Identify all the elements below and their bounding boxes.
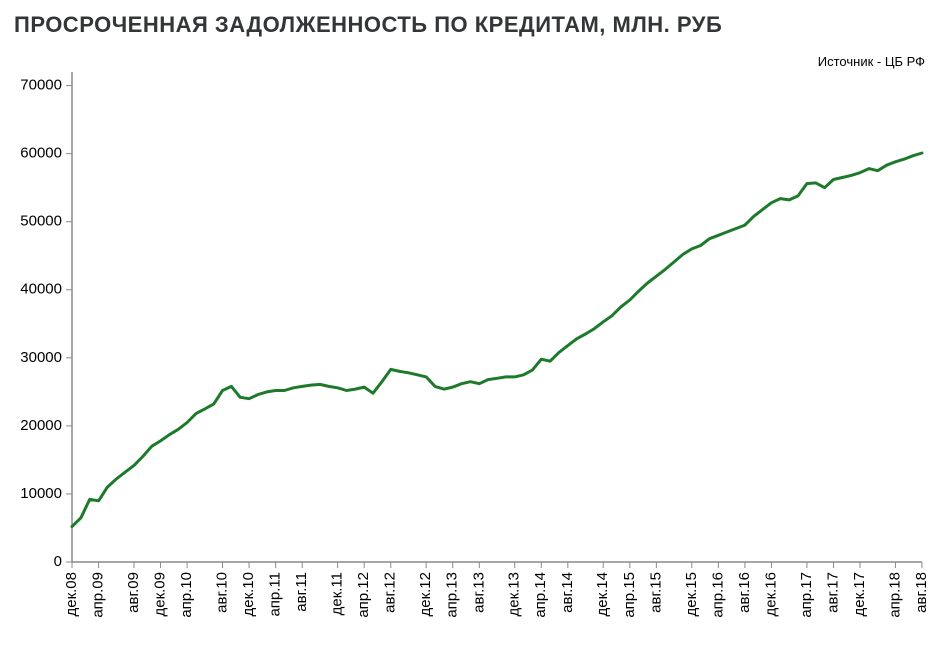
x-tick-label: дек.09 bbox=[152, 572, 169, 617]
line-chart: 0 10000 20000 30000 40000 50000 60000 70000 дек.… bbox=[0, 0, 939, 654]
x-tick-label: авг.09 bbox=[125, 572, 142, 613]
y-tick-label: 60000 bbox=[20, 145, 62, 162]
x-tick-label: апр.15 bbox=[621, 572, 638, 618]
x-tick-label: апр.16 bbox=[709, 572, 726, 618]
x-tick-label: апр.10 bbox=[178, 572, 195, 618]
x-tick-label: авг.18 bbox=[913, 572, 930, 613]
y-tick-label: 30000 bbox=[20, 349, 62, 366]
x-tick-label: апр.14 bbox=[532, 572, 549, 618]
x-tick-label: апр.13 bbox=[444, 572, 461, 618]
y-tick-label: 20000 bbox=[20, 417, 62, 434]
x-tick-label: дек.15 bbox=[683, 572, 700, 617]
x-tick-label: апр.12 bbox=[355, 572, 372, 618]
x-tick-label: дек.11 bbox=[329, 572, 346, 615]
x-tick-label: апр.18 bbox=[886, 572, 903, 618]
x-tick-label: апр.17 bbox=[798, 572, 815, 618]
x-tick-label: апр.11 bbox=[267, 572, 284, 617]
x-tick-label: дек.16 bbox=[762, 572, 779, 617]
y-tick-label: 70000 bbox=[20, 77, 62, 94]
x-tick-label: авг.13 bbox=[470, 572, 487, 613]
x-tick-label: дек.17 bbox=[851, 572, 868, 617]
y-tick-label: 10000 bbox=[20, 485, 62, 502]
x-tick-label: авг.12 bbox=[382, 572, 399, 613]
x-tick-label: дек.13 bbox=[506, 572, 523, 617]
x-tick-label: авг.10 bbox=[213, 572, 230, 613]
y-tick-label: 40000 bbox=[20, 281, 62, 298]
x-tick-label: авг.14 bbox=[559, 572, 576, 613]
x-tick-label: апр.09 bbox=[90, 572, 107, 618]
x-tick-label: дек.14 bbox=[594, 572, 611, 617]
chart-container: ПРОСРОЧЕННАЯ ЗАДОЛЖЕННОСТЬ ПО КРЕДИТАМ, … bbox=[0, 0, 939, 654]
y-tick-label: 0 bbox=[54, 553, 62, 570]
x-tick-label: дек.10 bbox=[240, 572, 257, 617]
series-line bbox=[72, 153, 922, 527]
x-tick-label: дек.12 bbox=[417, 572, 434, 617]
x-tick-label: авг.16 bbox=[736, 572, 753, 613]
x-tick-label: дек.08 bbox=[63, 572, 80, 617]
y-tick-label: 50000 bbox=[20, 213, 62, 230]
x-tick-label: авг.11 bbox=[293, 572, 310, 612]
x-tick-label: авг.17 bbox=[824, 572, 841, 613]
x-tick-label: авг.15 bbox=[647, 572, 664, 613]
